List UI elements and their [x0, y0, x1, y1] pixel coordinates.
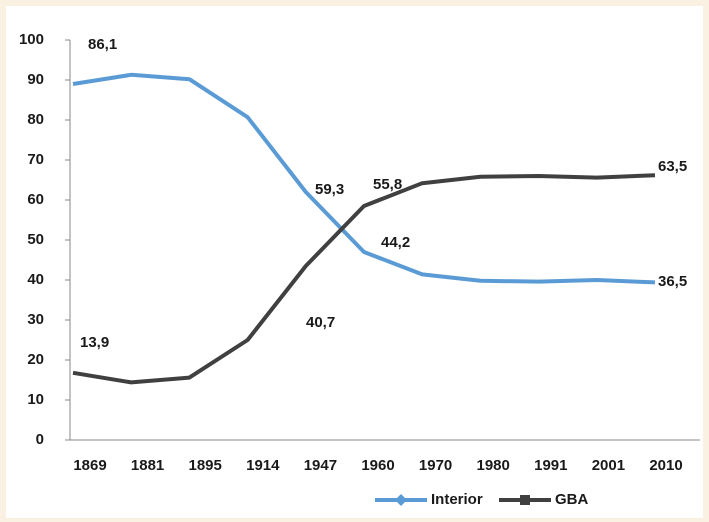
legend-marker [395, 494, 407, 506]
x-tick-label: 2001 [592, 457, 625, 474]
series-line [72, 72, 656, 285]
annotation: 86,1 [88, 36, 117, 53]
y-tick-label: 100 [19, 31, 44, 48]
annotation: 13,9 [80, 334, 109, 351]
y-tick-label: 70 [27, 151, 44, 168]
x-tick-label: 1947 [304, 457, 337, 474]
y-tick-label: 40 [27, 271, 44, 288]
y-tick-label: 30 [27, 311, 44, 328]
legend-marker [520, 495, 530, 505]
y-tick-label: 0 [36, 431, 44, 448]
x-tick-label: 1914 [246, 457, 280, 474]
legend-label: GBA [555, 491, 589, 508]
x-tick-label: 1980 [477, 457, 510, 474]
annotation: 59,3 [315, 181, 344, 198]
annotation: 36,5 [658, 273, 687, 290]
x-tick-label: 1869 [73, 457, 106, 474]
legend-label: Interior [431, 491, 483, 508]
y-tick-label: 20 [27, 351, 44, 368]
x-tick-label: 2010 [649, 457, 682, 474]
annotation: 40,7 [306, 314, 335, 331]
y-tick-label: 80 [27, 111, 44, 128]
plot-background [6, 6, 703, 518]
annotation: 44,2 [381, 234, 410, 251]
y-tick-label: 50 [27, 231, 44, 248]
x-tick-label: 1970 [419, 457, 452, 474]
y-tick-label: 10 [27, 391, 44, 408]
series-line [72, 173, 656, 385]
x-tick-label: 1991 [534, 457, 567, 474]
annotation: 55,8 [373, 176, 402, 193]
y-tick-label: 60 [27, 191, 44, 208]
annotation: 63,5 [658, 158, 687, 175]
x-tick-label: 1895 [189, 457, 222, 474]
y-tick-label: 90 [27, 71, 44, 88]
x-tick-label: 1960 [361, 457, 394, 474]
x-tick-label: 1881 [131, 457, 164, 474]
